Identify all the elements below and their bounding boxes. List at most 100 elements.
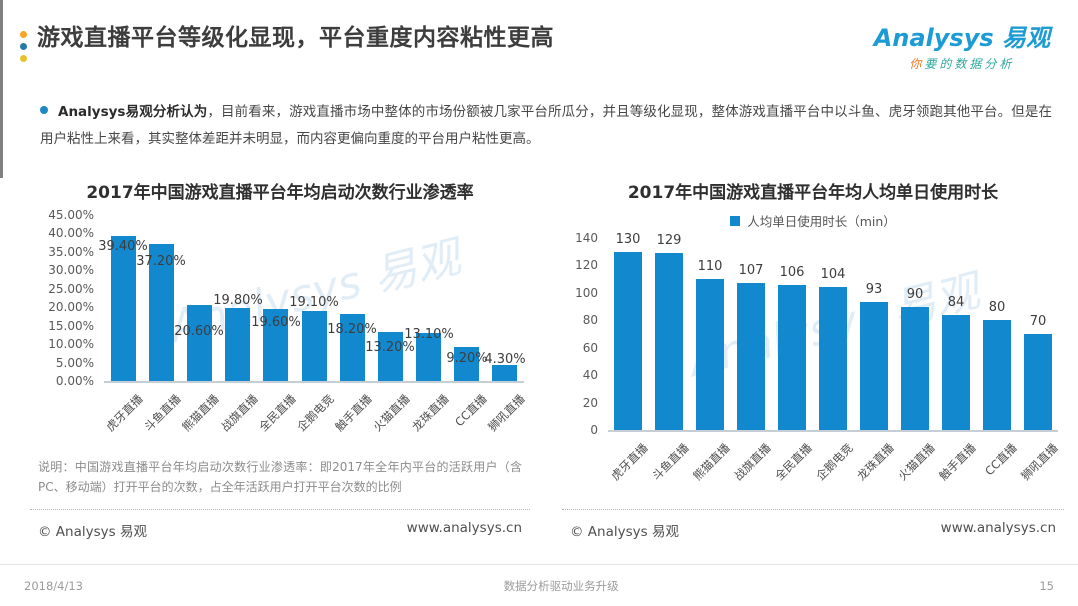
y-axis-tick: 20.00%	[48, 300, 94, 315]
bar	[492, 365, 517, 381]
bar-value-label: 19.80%	[213, 293, 263, 308]
intro-body: ，目前看来，游戏直播市场中整体的市场份额被几家平台所瓜分，并且等级化显现，整体游…	[40, 104, 1053, 147]
intro-lead: Analysys易观分析认为	[58, 104, 208, 120]
bar-value-label: 18.20%	[327, 322, 377, 337]
header: 游戏直播平台等级化显现，平台重度内容粘性更高 Analysys 易观 你要的数据…	[20, 24, 1060, 72]
bar	[983, 320, 1011, 430]
bar-value-label: 13.20%	[365, 340, 415, 355]
legend-swatch-icon	[730, 215, 741, 226]
bar	[942, 315, 970, 430]
bar-value-label: 4.30%	[484, 352, 526, 367]
bar-value-label: 39.40%	[98, 239, 148, 254]
y-axis-tick: 60	[582, 340, 598, 355]
y-axis-tick: 40.00%	[48, 226, 94, 241]
logo-brand-cn: 易观	[1002, 24, 1050, 52]
bar-value-label: 130	[615, 232, 641, 247]
bar-value-label: 19.10%	[289, 295, 339, 310]
left-chart-plot-row: 45.00% 40.00% 35.00% 30.00% 25.00% 20.00% 15.0…	[30, 208, 530, 388]
bar	[614, 252, 642, 430]
bar-value-label: 9.20%	[446, 351, 488, 366]
footer-page-number: 15	[1039, 578, 1054, 593]
bar-value-label: 19.60%	[251, 315, 301, 330]
y-axis-tick: 15.00%	[48, 318, 94, 333]
right-source-row: © Analysys 易观 www.analysys.cn	[562, 509, 1064, 540]
bar	[901, 307, 929, 430]
bar-value-label: 110	[697, 259, 723, 274]
bar-value-label: 37.20%	[136, 254, 186, 269]
bar	[454, 347, 479, 381]
bar-value-label: 70	[1029, 314, 1047, 329]
right-chart-title: 2017年中国游戏直播平台年均人均单日使用时长	[627, 183, 999, 203]
right-copyright: © Analysys 易观	[570, 524, 679, 540]
bar	[263, 309, 288, 381]
logo-tagline: 你要的数据分析	[874, 55, 1050, 72]
bar-value-label: 13.10%	[404, 327, 454, 342]
bar-value-label: 20.60%	[174, 324, 224, 339]
y-axis-tick: 80	[582, 313, 598, 328]
right-chart-legend: 人均单日使用时长（min）	[562, 211, 1064, 230]
y-axis-tick: 30.00%	[48, 263, 94, 278]
y-axis-tick: 35.00%	[48, 244, 94, 259]
bar	[225, 308, 250, 381]
left-chart-section: 2017年中国游戏直播平台年均启动次数行业渗透率 45.00% 40.00% 35.…	[30, 176, 530, 540]
bar	[187, 305, 212, 381]
y-axis-tick: 0.00%	[55, 374, 94, 388]
scan-edge-artifact	[0, 0, 3, 178]
intro-paragraph: Analysys易观分析认为，目前看来，游戏直播市场中整体的市场份额被几家平台所…	[40, 99, 1052, 153]
y-axis-tick: 140	[575, 231, 598, 245]
bar	[149, 244, 174, 381]
y-axis-tick: 0	[590, 423, 598, 437]
right-chart-x-axis: 虎牙直播 斗鱼直播 熊猫直播 战旗直播 全民直播 企鹅电竞 龙珠直播 火猫直播 触手直播 CC直播…	[562, 432, 1060, 494]
bar	[111, 236, 136, 381]
left-chart-y-axis: 45.00% 40.00% 35.00% 30.00% 25.00% 20.00% 15.0…	[30, 208, 104, 388]
y-axis-tick: 40	[582, 368, 598, 383]
left-chart-x-axis: 虎牙直播 斗鱼直播 熊猫直播 战旗直播 全民直播 企鹅电竞 触手直播 火猫直播 龙珠直播 CC直播…	[30, 383, 527, 445]
logo-brand-script: Analysys	[873, 24, 994, 52]
bar-value-label: 84	[947, 295, 965, 310]
left-chart-title: 2017年中国游戏直播平台年均启动次数行业渗透率	[86, 183, 474, 203]
bar	[860, 302, 888, 430]
logo-tagline-rest: 要的数据分析	[924, 57, 1015, 71]
dot-blue-icon	[20, 43, 27, 50]
bar	[378, 332, 403, 381]
slide-footer: 2018/4/13 数据分析驱动业务升级 15	[0, 564, 1078, 606]
y-axis-tick: 45.00%	[48, 208, 94, 222]
bar-value-label: 106	[779, 265, 805, 280]
page-title: 游戏直播平台等级化显现，平台重度内容粘性更高	[37, 25, 554, 51]
bar	[696, 279, 724, 430]
title-bullet-dots	[20, 31, 27, 62]
y-axis-tick: 5.00%	[55, 355, 94, 370]
bar-value-label: 129	[656, 233, 682, 248]
bar	[1024, 334, 1052, 430]
bar	[819, 287, 847, 430]
bar-value-label: 93	[865, 282, 883, 297]
right-chart-section: 2017年中国游戏直播平台年均人均单日使用时长 人均单日使用时长（min） 14…	[562, 176, 1064, 540]
left-website-link: www.analysys.cn	[406, 520, 522, 536]
footer-slogan: 数据分析驱动业务升级	[503, 578, 619, 593]
y-axis-tick: 10.00%	[48, 337, 94, 352]
y-axis-tick: 25.00%	[48, 281, 94, 296]
dot-yellow-icon	[20, 55, 27, 62]
left-copyright: © Analysys 易观	[38, 524, 147, 540]
bar	[302, 311, 327, 381]
y-axis-tick: 120	[575, 258, 598, 273]
dot-orange-icon	[20, 31, 27, 38]
logo-tagline-first: 你	[909, 57, 925, 71]
right-website-link: www.analysys.cn	[940, 520, 1056, 536]
bar-value-label: 80	[988, 300, 1006, 315]
y-axis-tick: 100	[575, 285, 598, 300]
bar	[655, 253, 683, 430]
charts-area: 2017年中国游戏直播平台年均启动次数行业渗透率 45.00% 40.00% 35.…	[30, 176, 1064, 540]
bar	[737, 283, 765, 430]
y-axis-tick: 20	[582, 395, 598, 410]
left-chart-note: 说明：中国游戏直播平台年均启动次数行业渗透率：即2017年全年内平台的活跃用户（…	[38, 460, 522, 494]
legend-label: 人均单日使用时长（min）	[747, 214, 896, 229]
analysys-logo: Analysys 易观 你要的数据分析	[874, 18, 1060, 72]
bar-value-label: 107	[738, 263, 764, 278]
paragraph-bullet-icon	[40, 106, 48, 114]
right-chart-y-axis: 140 120 100 80 60 40 20 0	[562, 231, 608, 437]
bar	[340, 314, 365, 381]
logo-brand: Analysys 易观	[874, 18, 1050, 53]
